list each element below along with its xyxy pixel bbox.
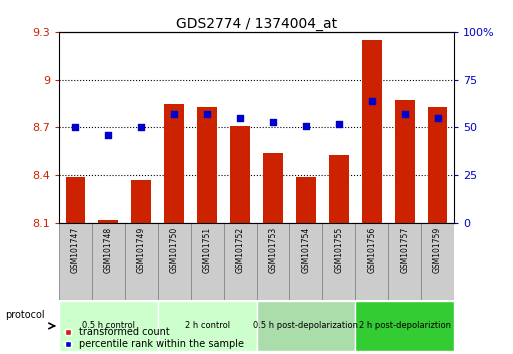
Bar	[322, 223, 355, 299]
Point	[203, 111, 211, 117]
Text: 0.5 h control: 0.5 h control	[82, 321, 135, 330]
Legend: transformed count, percentile rank within the sample: transformed count, percentile rank withi…	[64, 327, 244, 349]
Bar	[355, 223, 388, 299]
Text: GSM101756: GSM101756	[367, 227, 376, 273]
Text: GSM101748: GSM101748	[104, 227, 113, 273]
Text: GSM101754: GSM101754	[301, 227, 310, 273]
Point	[170, 111, 179, 117]
Point	[71, 125, 80, 130]
Bar	[362, 40, 382, 223]
Bar	[256, 301, 355, 351]
Bar	[388, 223, 421, 299]
Text: 2 h control: 2 h control	[185, 321, 230, 330]
Point	[104, 132, 112, 138]
Bar	[329, 155, 349, 223]
Text: GSM101755: GSM101755	[334, 227, 343, 273]
Point	[269, 119, 277, 125]
Bar	[263, 153, 283, 223]
Bar	[256, 223, 289, 299]
Bar	[197, 107, 217, 223]
Point	[433, 115, 442, 121]
Point	[368, 98, 376, 104]
Point	[236, 115, 244, 121]
Bar	[92, 223, 125, 299]
Title: GDS2774 / 1374004_at: GDS2774 / 1374004_at	[176, 17, 337, 31]
Bar	[289, 223, 322, 299]
Text: protocol: protocol	[5, 310, 45, 320]
Bar	[158, 301, 256, 351]
Bar	[355, 301, 454, 351]
Text: GSM101747: GSM101747	[71, 227, 80, 273]
Bar	[230, 126, 250, 223]
Bar	[59, 223, 92, 299]
Bar	[296, 177, 315, 223]
Text: 2 h post-depolariztion: 2 h post-depolariztion	[359, 321, 450, 330]
Text: GSM101759: GSM101759	[433, 227, 442, 273]
Bar	[395, 101, 415, 223]
Bar	[158, 223, 191, 299]
Bar	[98, 220, 118, 223]
Text: GSM101750: GSM101750	[170, 227, 179, 273]
Bar	[191, 223, 224, 299]
Text: GSM101751: GSM101751	[203, 227, 212, 273]
Point	[137, 125, 145, 130]
Text: GSM101752: GSM101752	[235, 227, 245, 273]
Point	[401, 111, 409, 117]
Bar	[66, 177, 85, 223]
Bar	[224, 223, 256, 299]
Text: 0.5 h post-depolarization: 0.5 h post-depolarization	[253, 321, 359, 330]
Point	[334, 121, 343, 126]
Bar	[131, 180, 151, 223]
Bar	[125, 223, 158, 299]
Bar	[421, 223, 454, 299]
Bar	[59, 301, 158, 351]
Bar	[428, 107, 447, 223]
Text: GSM101749: GSM101749	[137, 227, 146, 273]
Text: GSM101757: GSM101757	[400, 227, 409, 273]
Point	[302, 123, 310, 129]
Text: GSM101753: GSM101753	[268, 227, 278, 273]
Bar	[164, 104, 184, 223]
